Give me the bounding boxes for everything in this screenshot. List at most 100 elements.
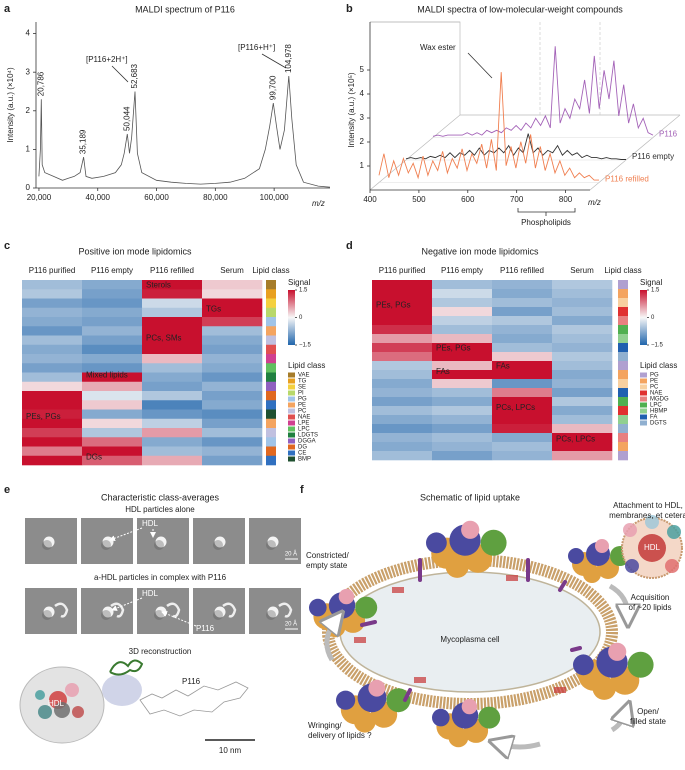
- panel-title: Characteristic class-averages: [101, 492, 220, 502]
- heatmap-cell: [22, 455, 83, 466]
- scale-label: 20 Å: [285, 551, 297, 558]
- class-strip-cell: [618, 325, 628, 335]
- series-label: P116 refilled: [605, 175, 649, 184]
- p116-density: [166, 602, 181, 618]
- legend-label: LPE: [298, 421, 309, 427]
- legend-swatch: [640, 408, 647, 414]
- heatmap-cell: [372, 433, 433, 443]
- protein-domain: [627, 651, 654, 678]
- column-header: Serum: [220, 266, 244, 275]
- protein-domain: [573, 654, 594, 676]
- lipid-patch: [354, 637, 366, 643]
- peak-label: 35,189: [79, 129, 88, 154]
- label: Mycoplasma cell: [440, 635, 499, 644]
- colorbar-title: Signal: [640, 278, 662, 287]
- heatmap-cell: [82, 418, 143, 429]
- heatmap-cell: [82, 298, 143, 309]
- leader-line: [467, 52, 493, 79]
- heatmap-cell: [142, 289, 203, 299]
- heatmap-cell: [202, 280, 263, 290]
- class-strip-cell: [618, 415, 628, 425]
- colorbar: [288, 290, 295, 345]
- colorbar-title: Signal: [288, 278, 310, 287]
- annotation: Wax ester: [420, 43, 456, 52]
- class-strip-cell: [618, 442, 628, 452]
- legend-label: DGGA: [298, 439, 316, 445]
- hdl-core: [638, 534, 666, 562]
- peak-label: 104,978: [284, 44, 293, 73]
- legend-label: PG: [298, 397, 307, 403]
- heatmap-cell: [202, 400, 263, 410]
- heatmap-cell: [552, 289, 613, 299]
- particle: [43, 536, 55, 548]
- heatmap-cell: [432, 379, 493, 389]
- heatmap-cell: [82, 409, 143, 420]
- heatmap-cell: [202, 437, 263, 447]
- column-header: Serum: [570, 266, 594, 275]
- lipid-density: [72, 706, 84, 718]
- heatmap-cell: [82, 280, 143, 290]
- colorbar-tick-label: 0: [299, 315, 303, 321]
- spectrum-line: [38, 75, 331, 188]
- heatmap-cell: [432, 352, 493, 362]
- hdl-label: HDL: [644, 543, 661, 552]
- heatmap-cell: [202, 326, 263, 336]
- heatmap-cell: [432, 406, 493, 416]
- heatmap-cell: [82, 372, 143, 383]
- panel-label: b: [346, 3, 353, 15]
- class-strip-cell: [266, 381, 276, 392]
- class-strip-cell: [618, 307, 628, 317]
- legend-swatch: [288, 408, 295, 414]
- legend-label: PI: [298, 391, 304, 397]
- label: Constricted/: [306, 551, 349, 560]
- heatmap-cell: [552, 361, 613, 371]
- particle: [214, 606, 226, 618]
- series-label: P116: [659, 130, 678, 139]
- heatmap-cell: [432, 433, 493, 443]
- legend-swatch: [288, 396, 295, 402]
- protein-domain: [568, 548, 584, 564]
- pointer: [109, 527, 143, 542]
- heatmap-cell: [22, 326, 83, 336]
- legend-swatch: [640, 390, 647, 396]
- class-strip-cell: [266, 326, 276, 336]
- region-label: PCs, SMs: [146, 333, 182, 342]
- heatmap-cell: [22, 437, 83, 447]
- heatmap-cell: [22, 381, 83, 392]
- lipid-patch: [554, 687, 566, 693]
- legend-swatch: [288, 378, 295, 384]
- protein-domain: [461, 520, 480, 539]
- heatmap-cell: [552, 397, 613, 407]
- x-tick-label: 60,000: [144, 193, 169, 202]
- heatmap-cell: [372, 352, 433, 362]
- colorbar-tick-label: 1.5: [299, 288, 308, 294]
- heatmap-cell: [372, 298, 433, 308]
- legend-label: LPC: [298, 427, 310, 433]
- legend-label: MGDG: [650, 397, 669, 403]
- class-strip-cell: [618, 298, 628, 308]
- heatmap-cell: [432, 397, 493, 407]
- particle: [267, 536, 279, 548]
- anchor-helix: [403, 688, 412, 702]
- heatmap-cell: [552, 442, 613, 452]
- heatmap-cell: [22, 317, 83, 327]
- heatmap-cell: [142, 317, 203, 327]
- heatmap-cell: [552, 406, 613, 416]
- legend-swatch: [640, 372, 647, 378]
- particle: [102, 606, 114, 618]
- class-strip-cell: [618, 388, 628, 398]
- heatmap-cell: [552, 433, 613, 443]
- heatmap-cell: [492, 397, 553, 407]
- heatmap-cell: [202, 381, 263, 392]
- legend-label: FA: [650, 415, 657, 421]
- heatmap-cell: [202, 289, 263, 299]
- peak-label: 50,044: [122, 106, 131, 131]
- heatmap-cell: [82, 289, 143, 299]
- apolipoprotein: [645, 515, 659, 529]
- protein-domain: [309, 598, 327, 617]
- legend-swatch: [288, 402, 295, 408]
- p116-density: [54, 602, 69, 618]
- heatmap-cell: [552, 388, 613, 398]
- peak-label: 99,700: [268, 75, 277, 100]
- panel-label: a: [4, 3, 11, 15]
